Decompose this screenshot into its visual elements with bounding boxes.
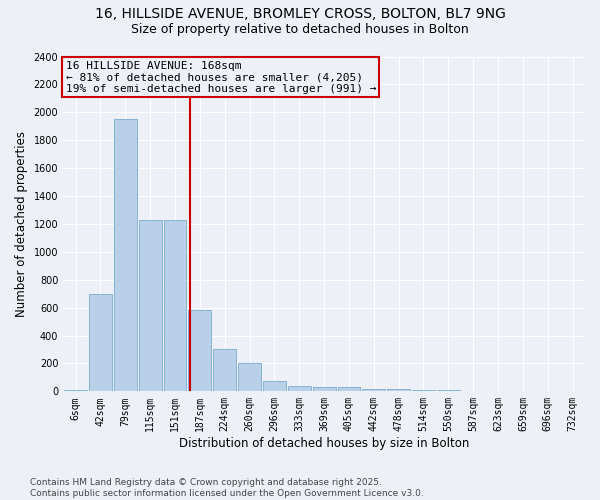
Bar [213,350,236,392]
Bar [288,386,311,392]
Bar [338,387,361,392]
Bar [362,388,385,392]
Bar [114,120,137,392]
Bar [387,388,410,392]
Bar [238,362,261,392]
Text: 16, HILLSIDE AVENUE, BROMLEY CROSS, BOLTON, BL7 9NG: 16, HILLSIDE AVENUE, BROMLEY CROSS, BOLT… [95,8,505,22]
Text: Size of property relative to detached houses in Bolton: Size of property relative to detached ho… [131,22,469,36]
Bar [89,294,112,392]
Text: Contains HM Land Registry data © Crown copyright and database right 2025.
Contai: Contains HM Land Registry data © Crown c… [30,478,424,498]
Y-axis label: Number of detached properties: Number of detached properties [15,131,28,317]
Bar [188,310,211,392]
Text: 16 HILLSIDE AVENUE: 168sqm
← 81% of detached houses are smaller (4,205)
19% of s: 16 HILLSIDE AVENUE: 168sqm ← 81% of deta… [65,60,376,94]
Bar [139,220,161,392]
Bar [313,387,335,392]
Bar [263,381,286,392]
Bar [487,391,509,392]
Bar [64,390,87,392]
Bar [164,220,187,392]
Bar [437,390,460,392]
Bar [412,390,435,392]
X-axis label: Distribution of detached houses by size in Bolton: Distribution of detached houses by size … [179,437,469,450]
Bar [462,390,485,392]
